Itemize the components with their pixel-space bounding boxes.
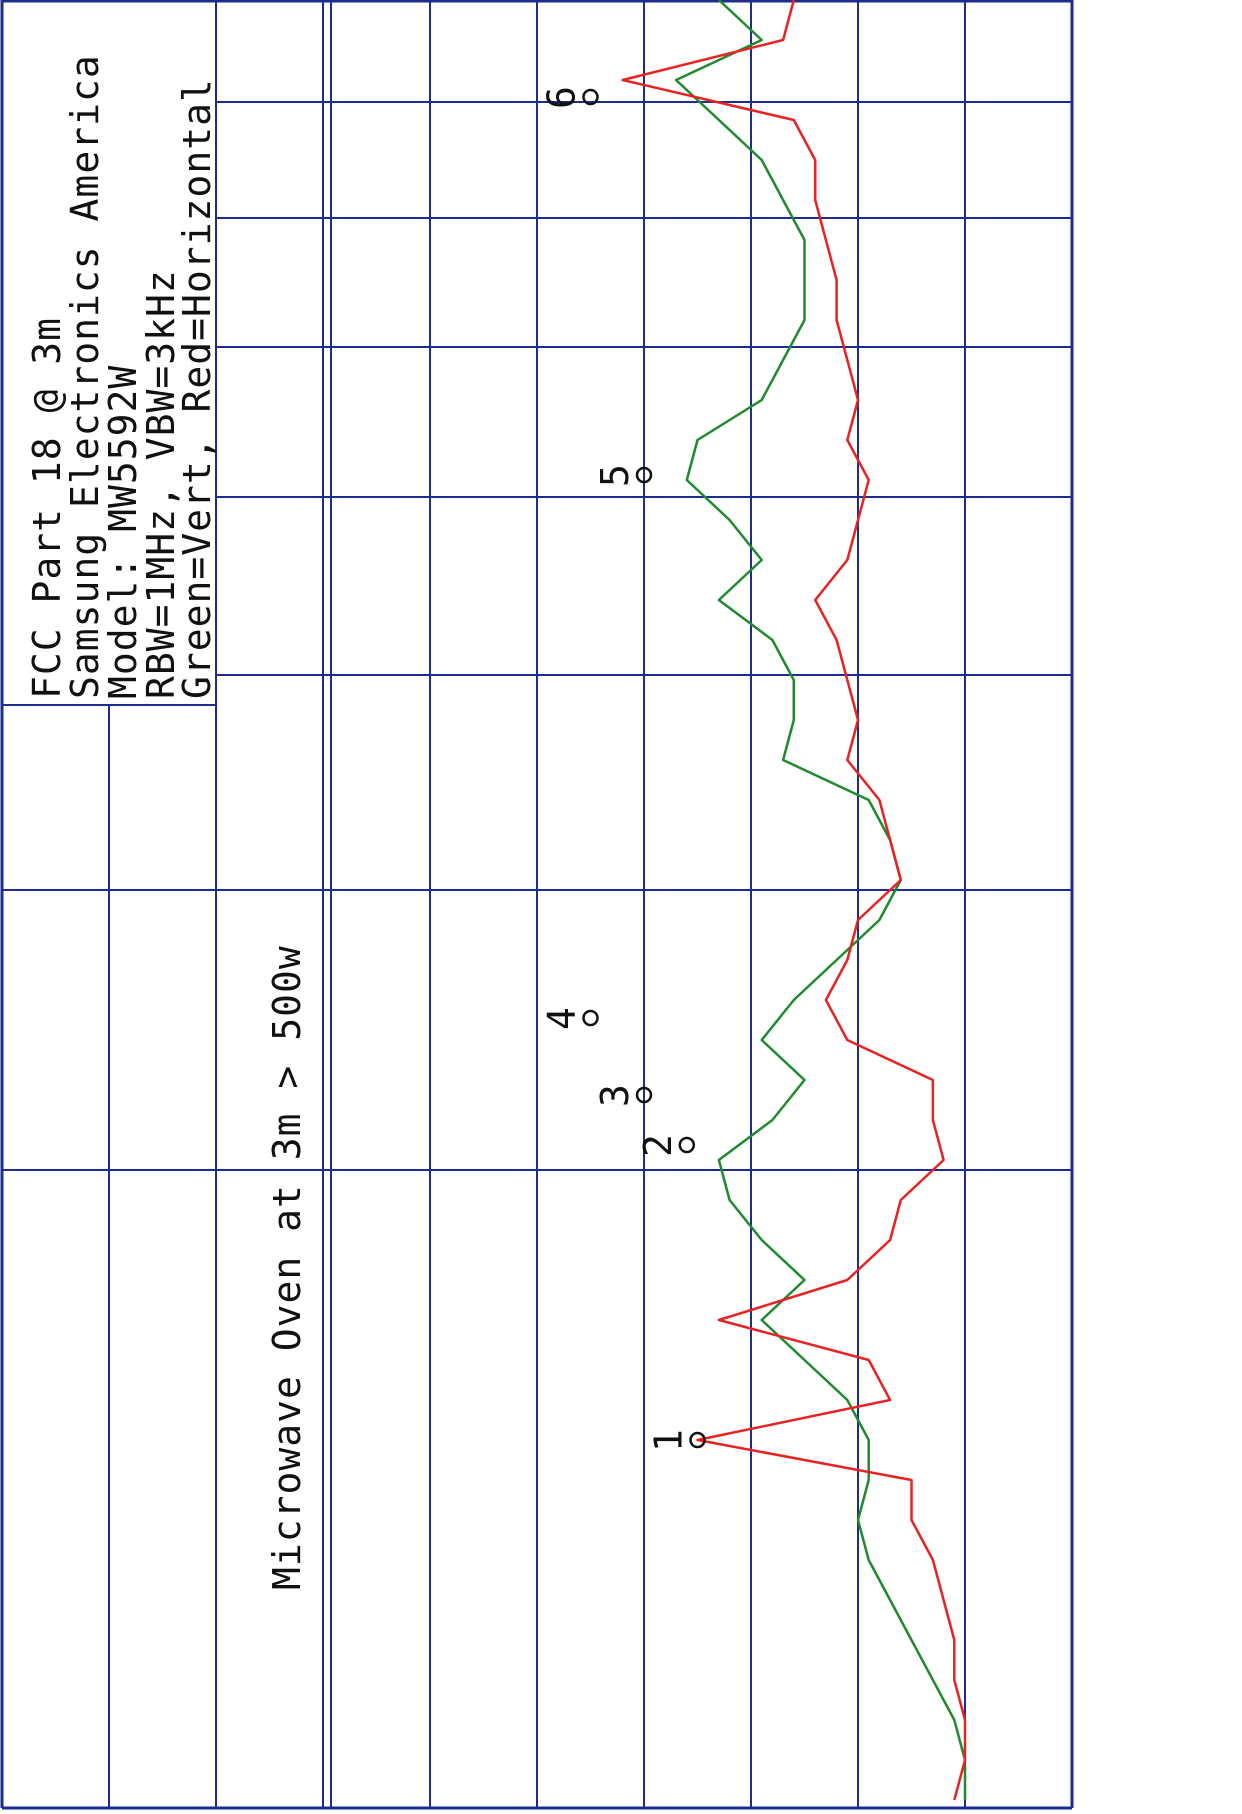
trace [621, 0, 967, 1801]
marker-label: 3 [593, 1083, 637, 1107]
marker-label: 5 [593, 463, 637, 487]
grid [0, 0, 1074, 1810]
header-text: Samsung Electronics America [63, 54, 107, 699]
marker-label: 2 [636, 1133, 680, 1157]
marker [635, 466, 653, 484]
chart-title: Microwave Oven at 3m > 500w [265, 945, 309, 1590]
marker-label: 6 [540, 85, 584, 109]
marker [635, 1086, 653, 1104]
marker-label: 1 [647, 1428, 691, 1452]
header-text: RBW=1MHz, VBW=3kHz [139, 269, 183, 699]
marker [678, 1136, 696, 1154]
trace [674, 0, 967, 1800]
header-text: FCC Part 18 @ 3m [25, 317, 69, 699]
marker [689, 1431, 706, 1449]
header-text: Model: MW5592W [101, 365, 145, 699]
header-text: Green=Vert, Red=Horizontal [175, 78, 219, 699]
marker [582, 1009, 599, 1027]
traces [582, 0, 967, 1801]
marker [582, 88, 599, 106]
marker-label: 4 [540, 1006, 584, 1030]
